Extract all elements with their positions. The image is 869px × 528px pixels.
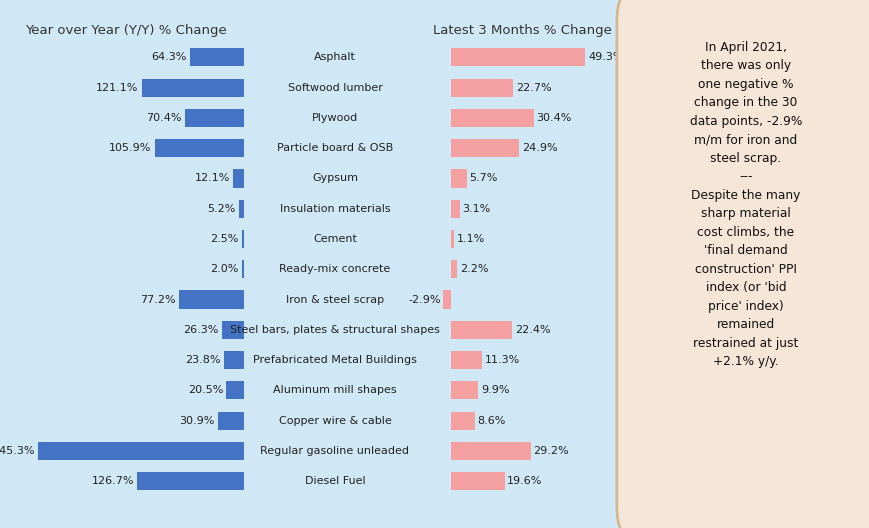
Text: 8.6%: 8.6% [477, 416, 505, 426]
Bar [222, 320, 243, 339]
Text: Cement: Cement [313, 234, 356, 244]
Text: 3.1%: 3.1% [462, 204, 490, 214]
Text: 70.4%: 70.4% [145, 113, 181, 123]
Bar [451, 139, 519, 157]
Text: -2.9%: -2.9% [408, 295, 441, 305]
Text: 20.5%: 20.5% [188, 385, 222, 395]
Text: 23.8%: 23.8% [184, 355, 220, 365]
Text: 49.3%: 49.3% [587, 52, 623, 62]
Bar [142, 79, 243, 97]
Text: Softwood lumber: Softwood lumber [287, 83, 382, 92]
Text: Diesel Fuel: Diesel Fuel [304, 476, 365, 486]
Text: 64.3%: 64.3% [150, 52, 186, 62]
Text: 2.2%: 2.2% [460, 265, 488, 274]
Text: 2.5%: 2.5% [209, 234, 238, 244]
Text: 12.1%: 12.1% [195, 174, 229, 183]
Text: Iron & steel scrap: Iron & steel scrap [286, 295, 383, 305]
Text: 5.7%: 5.7% [469, 174, 497, 183]
Text: 126.7%: 126.7% [91, 476, 134, 486]
Text: 77.2%: 77.2% [140, 295, 176, 305]
Bar [451, 169, 467, 187]
Bar [451, 230, 454, 248]
Text: Copper wire & cable: Copper wire & cable [278, 416, 391, 426]
Bar [137, 472, 243, 491]
Bar [451, 200, 459, 218]
Bar [451, 472, 504, 491]
Title: Latest 3 Months % Change: Latest 3 Months % Change [432, 24, 611, 37]
Bar [451, 442, 530, 460]
Bar [451, 79, 513, 97]
Bar [451, 260, 457, 278]
Text: Particle board & OSB: Particle board & OSB [276, 143, 393, 153]
Text: Ready-mix concrete: Ready-mix concrete [279, 265, 390, 274]
Bar [451, 411, 474, 430]
Text: 245.3%: 245.3% [0, 446, 35, 456]
Text: Plywood: Plywood [311, 113, 358, 123]
Text: Regular gasoline unleaded: Regular gasoline unleaded [260, 446, 409, 456]
Text: 9.9%: 9.9% [481, 385, 509, 395]
Text: 22.4%: 22.4% [514, 325, 550, 335]
Title: Year over Year (Y/Y) % Change: Year over Year (Y/Y) % Change [25, 24, 227, 37]
Text: Steel bars, plates & structural shapes: Steel bars, plates & structural shapes [229, 325, 440, 335]
Text: Aluminum mill shapes: Aluminum mill shapes [273, 385, 396, 395]
FancyBboxPatch shape [616, 0, 869, 528]
Text: 29.2%: 29.2% [533, 446, 568, 456]
Bar [184, 109, 243, 127]
Text: In April 2021,
there was only
one negative %
change in the 30
data points, -2.9%: In April 2021, there was only one negati… [689, 41, 801, 368]
Bar [233, 169, 243, 187]
Bar [217, 411, 243, 430]
Text: 2.0%: 2.0% [210, 265, 238, 274]
Text: Insulation materials: Insulation materials [279, 204, 390, 214]
Bar [223, 351, 243, 369]
Text: Gypsum: Gypsum [312, 174, 357, 183]
Text: 30.4%: 30.4% [536, 113, 572, 123]
Bar [242, 230, 243, 248]
Text: 121.1%: 121.1% [96, 83, 138, 92]
Text: 19.6%: 19.6% [507, 476, 542, 486]
Bar [155, 139, 243, 157]
Bar [443, 290, 451, 309]
Text: 22.7%: 22.7% [515, 83, 551, 92]
Text: 105.9%: 105.9% [109, 143, 151, 153]
Bar [451, 109, 534, 127]
Bar [37, 442, 243, 460]
Text: 26.3%: 26.3% [182, 325, 218, 335]
Text: Prefabricated Metal Buildings: Prefabricated Metal Buildings [253, 355, 416, 365]
Bar [189, 48, 243, 67]
Text: 30.9%: 30.9% [179, 416, 214, 426]
Text: 1.1%: 1.1% [456, 234, 485, 244]
Bar [451, 381, 478, 400]
Text: 11.3%: 11.3% [484, 355, 520, 365]
Bar [239, 200, 243, 218]
Text: 24.9%: 24.9% [521, 143, 557, 153]
Text: 5.2%: 5.2% [208, 204, 235, 214]
Bar [226, 381, 243, 400]
Text: Asphalt: Asphalt [314, 52, 355, 62]
Bar [242, 260, 243, 278]
Bar [451, 320, 512, 339]
Bar [451, 351, 481, 369]
Bar [179, 290, 243, 309]
Bar [451, 48, 585, 67]
